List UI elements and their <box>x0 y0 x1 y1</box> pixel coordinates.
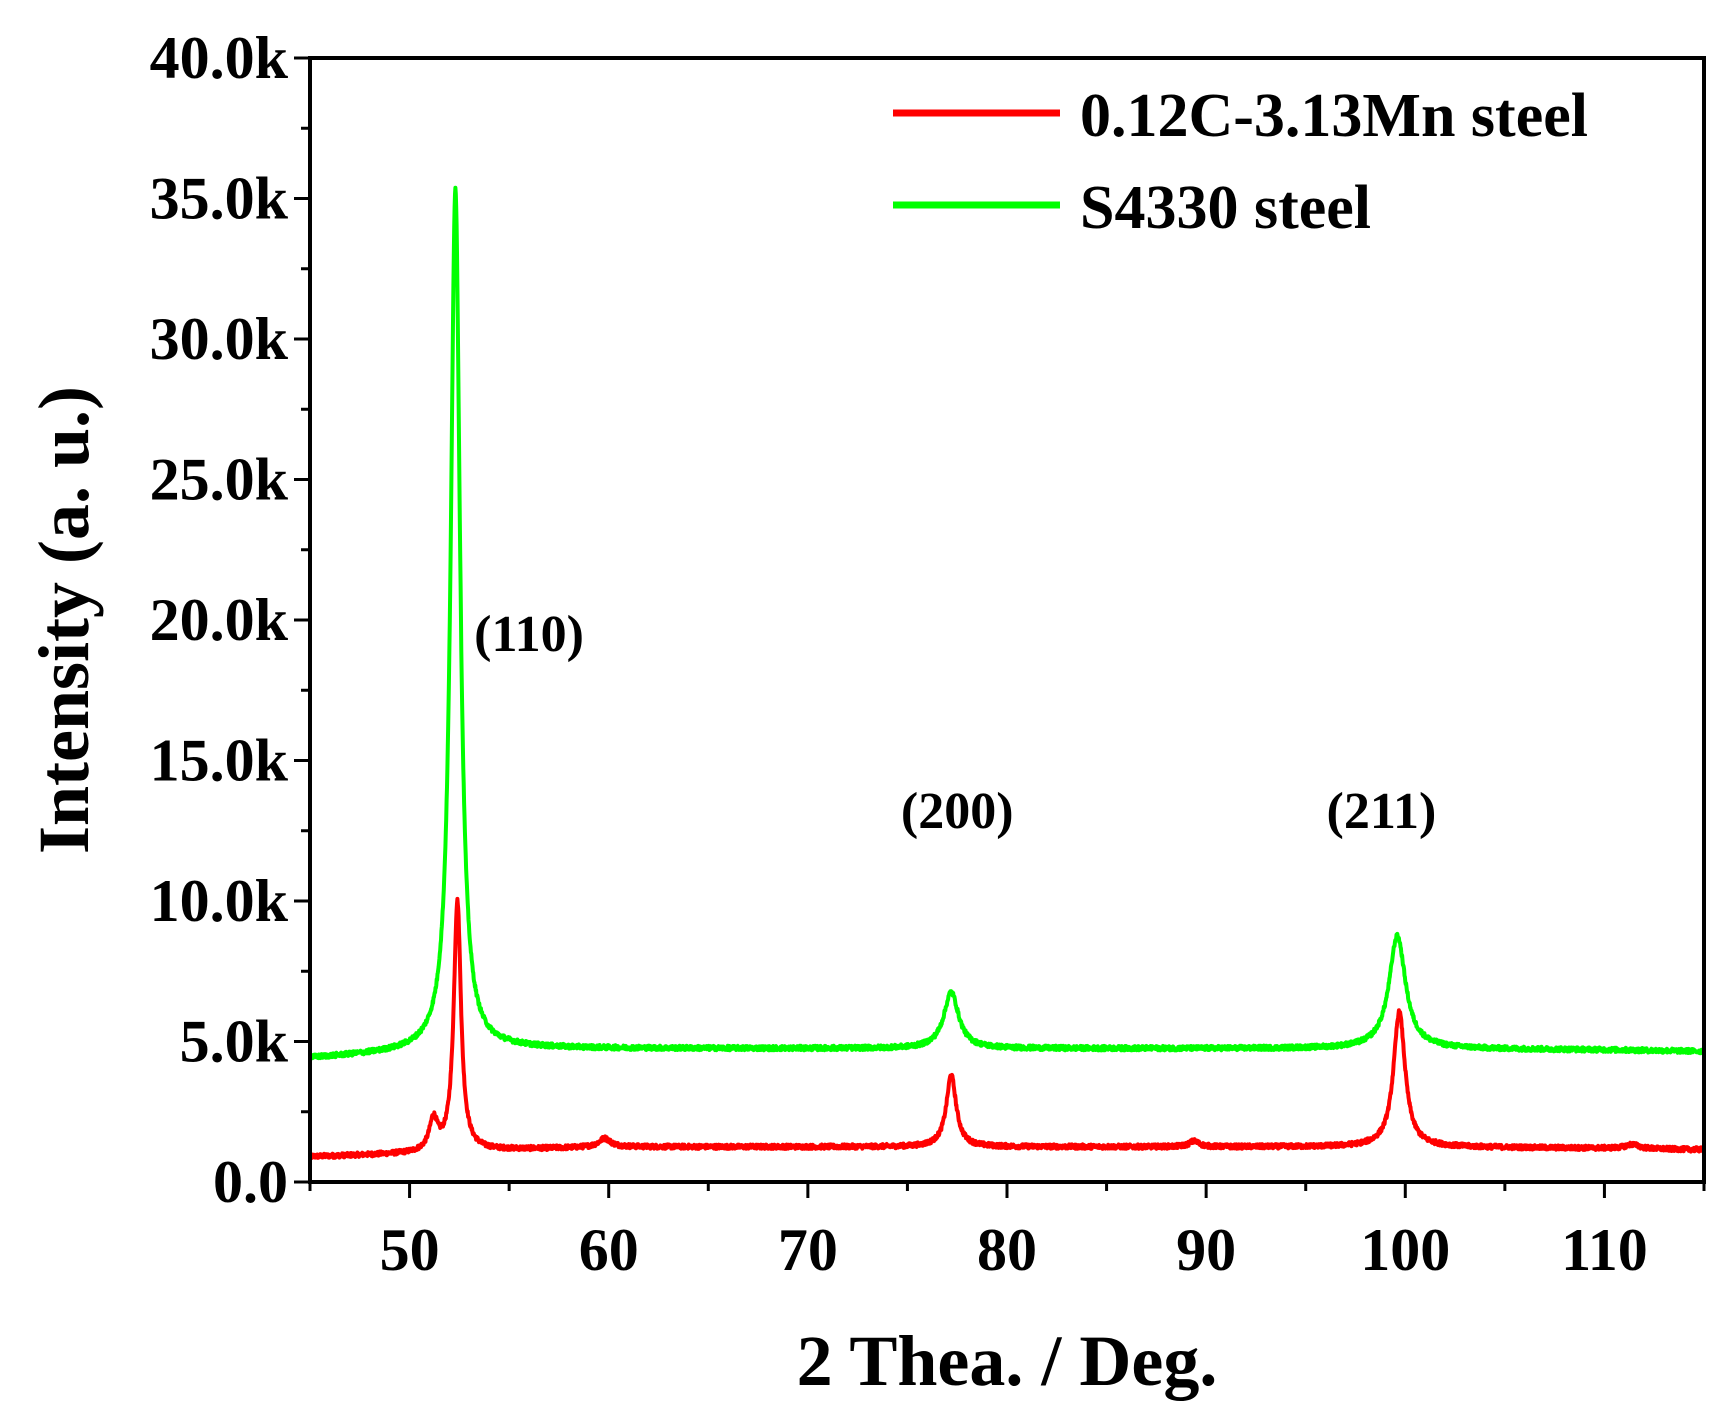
legend-label-series-1: 0.12C-3.13Mn steel <box>1080 82 1588 150</box>
x-tick-label: 50 <box>380 1217 440 1283</box>
series-line-2 <box>308 185 1706 1061</box>
peak-label: (110) <box>474 606 584 663</box>
legend-label-series-2: S4330 steel <box>1080 174 1371 242</box>
y-tick-label: 5.0k <box>180 1009 289 1075</box>
x-tick-label: 90 <box>1176 1217 1236 1283</box>
series-layer <box>308 185 1706 1160</box>
y-tick-label: 30.0k <box>150 306 289 372</box>
y-tick-label: 40.0k <box>150 25 289 91</box>
legend: 0.12C-3.13Mn steel S4330 steel <box>893 82 1588 242</box>
x-tick-label: 80 <box>977 1217 1037 1283</box>
series-line-1 <box>308 896 1706 1160</box>
y-axis-title: Intensity (a. u.) <box>24 386 104 854</box>
ticks-layer: 50 60 70 80 90 100 110 0.0 5.0k 10.0k 15.0k 20.0k 25… <box>150 25 1706 1283</box>
y-tick-label: 10.0k <box>150 868 289 934</box>
x-tick-label: 70 <box>778 1217 838 1283</box>
y-tick-label: 35.0k <box>150 166 289 232</box>
y-tick-label: 15.0k <box>150 728 289 794</box>
x-tick-label: 110 <box>1561 1217 1648 1283</box>
y-tick-label: 0.0 <box>213 1149 288 1215</box>
peak-label: (200) <box>901 783 1014 840</box>
x-axis-title: 2 Thea. / Deg. <box>797 1321 1218 1401</box>
x-tick-label: 60 <box>579 1217 639 1283</box>
peak-label: (211) <box>1327 783 1437 840</box>
y-tick-label: 20.0k <box>150 587 289 653</box>
x-tick-label: 100 <box>1360 1217 1450 1283</box>
y-tick-label: 25.0k <box>150 447 289 513</box>
annotation-layer: (110) (200) (211) <box>474 606 1436 840</box>
